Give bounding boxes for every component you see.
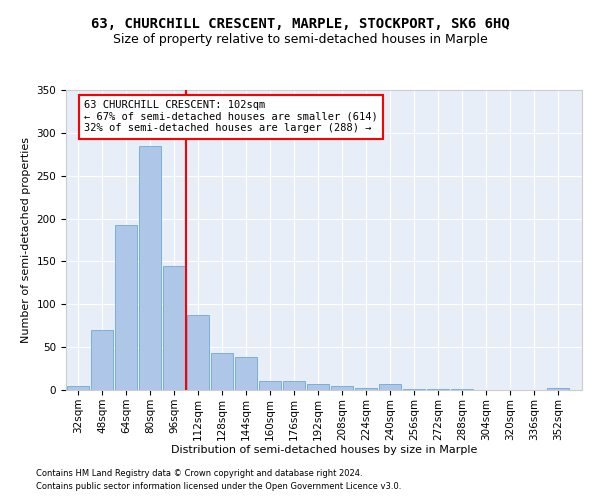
Bar bbox=[331, 386, 353, 390]
Text: Contains public sector information licensed under the Open Government Licence v3: Contains public sector information licen… bbox=[36, 482, 401, 491]
Bar bbox=[91, 330, 113, 390]
Text: 63, CHURCHILL CRESCENT, MARPLE, STOCKPORT, SK6 6HQ: 63, CHURCHILL CRESCENT, MARPLE, STOCKPOR… bbox=[91, 18, 509, 32]
Bar bbox=[187, 314, 209, 390]
Bar bbox=[451, 389, 473, 390]
Text: 63 CHURCHILL CRESCENT: 102sqm
← 67% of semi-detached houses are smaller (614)
32: 63 CHURCHILL CRESCENT: 102sqm ← 67% of s… bbox=[84, 100, 378, 134]
Bar bbox=[211, 353, 233, 390]
Bar bbox=[139, 146, 161, 390]
Bar bbox=[355, 388, 377, 390]
Bar bbox=[307, 384, 329, 390]
Text: Size of property relative to semi-detached houses in Marple: Size of property relative to semi-detach… bbox=[113, 32, 487, 46]
Bar bbox=[403, 389, 425, 390]
Bar bbox=[115, 226, 137, 390]
Bar bbox=[67, 386, 89, 390]
Bar bbox=[379, 384, 401, 390]
X-axis label: Distribution of semi-detached houses by size in Marple: Distribution of semi-detached houses by … bbox=[171, 446, 477, 456]
Y-axis label: Number of semi-detached properties: Number of semi-detached properties bbox=[21, 137, 31, 343]
Text: Contains HM Land Registry data © Crown copyright and database right 2024.: Contains HM Land Registry data © Crown c… bbox=[36, 468, 362, 477]
Bar bbox=[547, 388, 569, 390]
Bar bbox=[163, 266, 185, 390]
Bar bbox=[427, 389, 449, 390]
Bar bbox=[235, 358, 257, 390]
Bar bbox=[259, 382, 281, 390]
Bar bbox=[283, 382, 305, 390]
